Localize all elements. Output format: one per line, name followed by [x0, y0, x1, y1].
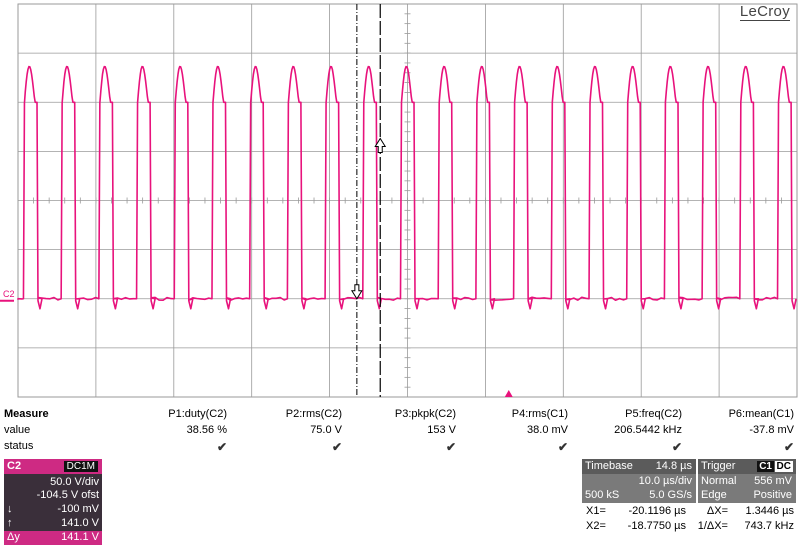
- delta-y-line: Δy 141.1 V: [4, 531, 102, 545]
- timebase-label: Timebase: [585, 460, 633, 472]
- param-value-5: 206.5442 kHz: [614, 424, 682, 436]
- measure-title: Measure: [4, 408, 49, 420]
- c2-waveform-trace: [17, 65, 797, 310]
- trigger-label: Trigger: [701, 460, 736, 472]
- status-row-label: status: [4, 440, 34, 452]
- status-check-icon: ✔: [783, 440, 794, 454]
- time-per-div: 10.0 µs/div: [638, 475, 692, 487]
- timebase-box[interactable]: Timebase 14.8 µs 10.0 µs/div 500 kS 5.0 …: [582, 459, 696, 503]
- x2-value: -18.7750 µs: [627, 520, 686, 532]
- measure-value-row: value 38.56 % 75.0 V 153 V 38.0 mV 206.5…: [0, 424, 800, 439]
- trigger-type: Edge: [701, 489, 727, 501]
- waveform-plot: C2: [0, 3, 798, 398]
- channel-header: C2 DC1M: [4, 459, 102, 474]
- param-value-3: 153 V: [427, 424, 456, 436]
- cursor-high-value: 141.0 V: [61, 517, 99, 529]
- vdiv-line: 50.0 V/div: [4, 476, 102, 489]
- arrow-down-icon: ↓: [7, 503, 13, 515]
- channel-marker-label: C2: [3, 289, 15, 299]
- brand-logo: LeCroy: [739, 3, 791, 21]
- param-name-1[interactable]: P1:duty(C2): [168, 408, 227, 420]
- status-check-icon: ✔: [216, 440, 227, 454]
- trigger-row-1: Normal 556 mV: [698, 475, 796, 489]
- inv-dx-label: 1/ΔX=: [697, 520, 728, 532]
- param-name-4[interactable]: P4:rms(C1): [511, 408, 568, 420]
- param-name-5[interactable]: P5:freq(C2): [625, 408, 682, 420]
- inv-dx-value: 743.7 kHz: [744, 520, 794, 532]
- status-check-icon: ✔: [331, 440, 342, 454]
- status-check-icon: ✔: [557, 440, 568, 454]
- status-check-icon: ✔: [445, 440, 456, 454]
- vdiv-value: 50.0 V/div: [50, 476, 99, 488]
- timebase-delay: 14.8 µs: [655, 460, 692, 472]
- cursor-low-arrow-icon: [350, 284, 363, 300]
- trigger-position-icon: [504, 390, 513, 397]
- sample-count: 500 kS: [585, 489, 620, 501]
- trigger-coupling-badge: DC: [774, 461, 793, 472]
- dx-label: ΔX=: [706, 505, 728, 517]
- timebase-row-2: 500 kS 5.0 GS/s: [582, 489, 696, 503]
- x1-label: X1=: [586, 505, 606, 517]
- trigger-box[interactable]: Trigger C1 DC Normal 556 mV Edge Positiv…: [698, 459, 796, 503]
- cursor-low-value: -100 mV: [57, 503, 99, 515]
- timebase-row-1: 10.0 µs/div: [582, 475, 696, 489]
- trigger-level: 556 mV: [754, 475, 792, 487]
- cursor-row-1: X1= -20.1196 µs ΔX= 1.3446 µs: [586, 505, 798, 520]
- cursor-high-line: ↑ 141.0 V: [4, 517, 102, 530]
- param-value-4: 38.0 mV: [527, 424, 568, 436]
- measure-header-row: Measure P1:duty(C2) P2:rms(C2) P3:pkpk(C…: [0, 408, 800, 423]
- cursor-row-2: X2= -18.7750 µs 1/ΔX= 743.7 kHz: [586, 520, 798, 535]
- param-value-6: -37.8 mV: [749, 424, 794, 436]
- measure-status-row: status ✔ ✔ ✔ ✔ ✔ ✔: [0, 440, 800, 455]
- status-check-icon: ✔: [671, 440, 682, 454]
- x1-value: -20.1196 µs: [628, 505, 686, 517]
- offset-line: -104.5 V ofst: [4, 489, 102, 502]
- trigger-slope: Positive: [753, 489, 792, 501]
- arrow-up-icon: ↑: [7, 517, 13, 529]
- delta-y-label: Δy: [7, 531, 20, 543]
- param-name-3[interactable]: P3:pkpk(C2): [394, 408, 456, 420]
- delta-y-value: 141.1 V: [61, 531, 99, 543]
- x2-label: X2=: [586, 520, 606, 532]
- value-row-label: value: [4, 424, 31, 436]
- offset-value: -104.5 V ofst: [36, 489, 99, 501]
- channel-c2-descriptor[interactable]: C2 DC1M 50.0 V/div -104.5 V ofst ↓ -100 …: [4, 459, 102, 545]
- coupling-badge: DC1M: [63, 461, 98, 472]
- dx-value: 1.3446 µs: [745, 505, 794, 517]
- param-value-1: 38.56 %: [186, 424, 227, 436]
- trigger-row-2: Edge Positive: [698, 489, 796, 503]
- cursor-low-line: ↓ -100 mV: [4, 503, 102, 516]
- channel-name: C2: [7, 460, 22, 472]
- trigger-source-badge: C1: [757, 461, 774, 472]
- param-name-6[interactable]: P6:mean(C1): [728, 408, 794, 420]
- sample-rate: 5.0 GS/s: [649, 489, 692, 501]
- param-name-2[interactable]: P2:rms(C2): [285, 408, 342, 420]
- param-value-2: 75.0 V: [310, 424, 342, 436]
- waveform-display[interactable]: C2 LeCroy: [0, 0, 800, 400]
- cursor-high-arrow-icon: [374, 137, 387, 153]
- trigger-mode: Normal: [701, 475, 737, 487]
- trigger-header: Trigger C1 DC: [698, 459, 796, 474]
- timebase-header: Timebase 14.8 µs: [582, 459, 696, 474]
